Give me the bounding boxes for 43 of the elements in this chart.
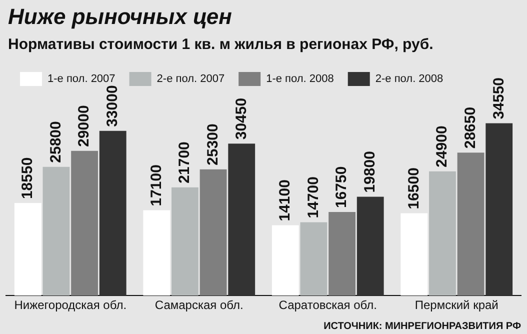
data-label: 17100 bbox=[148, 164, 165, 206]
data-label: 14700 bbox=[304, 176, 322, 218]
data-label: 21700 bbox=[176, 142, 194, 184]
x-tick-label: Нижегородская обл. bbox=[14, 298, 127, 312]
bar bbox=[356, 196, 384, 296]
legend-label: 2-е пол. 2007 bbox=[156, 73, 225, 86]
bar bbox=[300, 222, 328, 296]
data-label: 18550 bbox=[19, 157, 36, 200]
data-label: 16750 bbox=[333, 166, 350, 208]
bar bbox=[457, 152, 484, 296]
bar bbox=[14, 203, 42, 296]
data-label: 24900 bbox=[434, 126, 451, 168]
data-label: 19800 bbox=[362, 151, 379, 193]
data-label: 14100 bbox=[276, 180, 294, 222]
bar bbox=[172, 187, 198, 296]
bar bbox=[200, 169, 227, 296]
x-tick-label: Саратовская обл. bbox=[278, 298, 377, 312]
chart-subtitle: Нормативы стоимости 1 кв. м жилья в регионах РФ, руб. bbox=[7, 35, 434, 55]
chart-title: Ниже рыночных цен bbox=[7, 3, 233, 31]
data-label: 25300 bbox=[204, 124, 222, 166]
legend-label: 1-е пол. 2007 bbox=[48, 73, 116, 86]
bar bbox=[429, 171, 456, 296]
bar bbox=[42, 166, 70, 296]
bar bbox=[99, 130, 126, 296]
data-label: 33000 bbox=[104, 85, 122, 127]
data-label: 29000 bbox=[76, 105, 93, 147]
text: ИСТОЧНИК: МИНРЕГИОНРАЗВИТИЯ РФ bbox=[324, 321, 521, 332]
data-label: 28650 bbox=[462, 106, 479, 149]
bar bbox=[486, 123, 513, 296]
data-label: 16500 bbox=[405, 168, 422, 210]
x-tick-label: Пермский край bbox=[414, 298, 498, 312]
bar bbox=[228, 144, 256, 296]
legend-label: 1-е пол. 2008 bbox=[266, 73, 334, 86]
bar bbox=[328, 212, 356, 296]
bar bbox=[272, 225, 299, 296]
bar bbox=[71, 150, 98, 296]
bar bbox=[400, 213, 428, 296]
bar bbox=[143, 210, 170, 296]
data-label: 25800 bbox=[47, 121, 64, 163]
data-label: 34550 bbox=[490, 77, 508, 120]
legend-label: 2-е пол. 2008 bbox=[375, 73, 444, 86]
x-tick-label: Самарская обл. bbox=[154, 298, 244, 312]
data-label: 30450 bbox=[232, 98, 250, 140]
